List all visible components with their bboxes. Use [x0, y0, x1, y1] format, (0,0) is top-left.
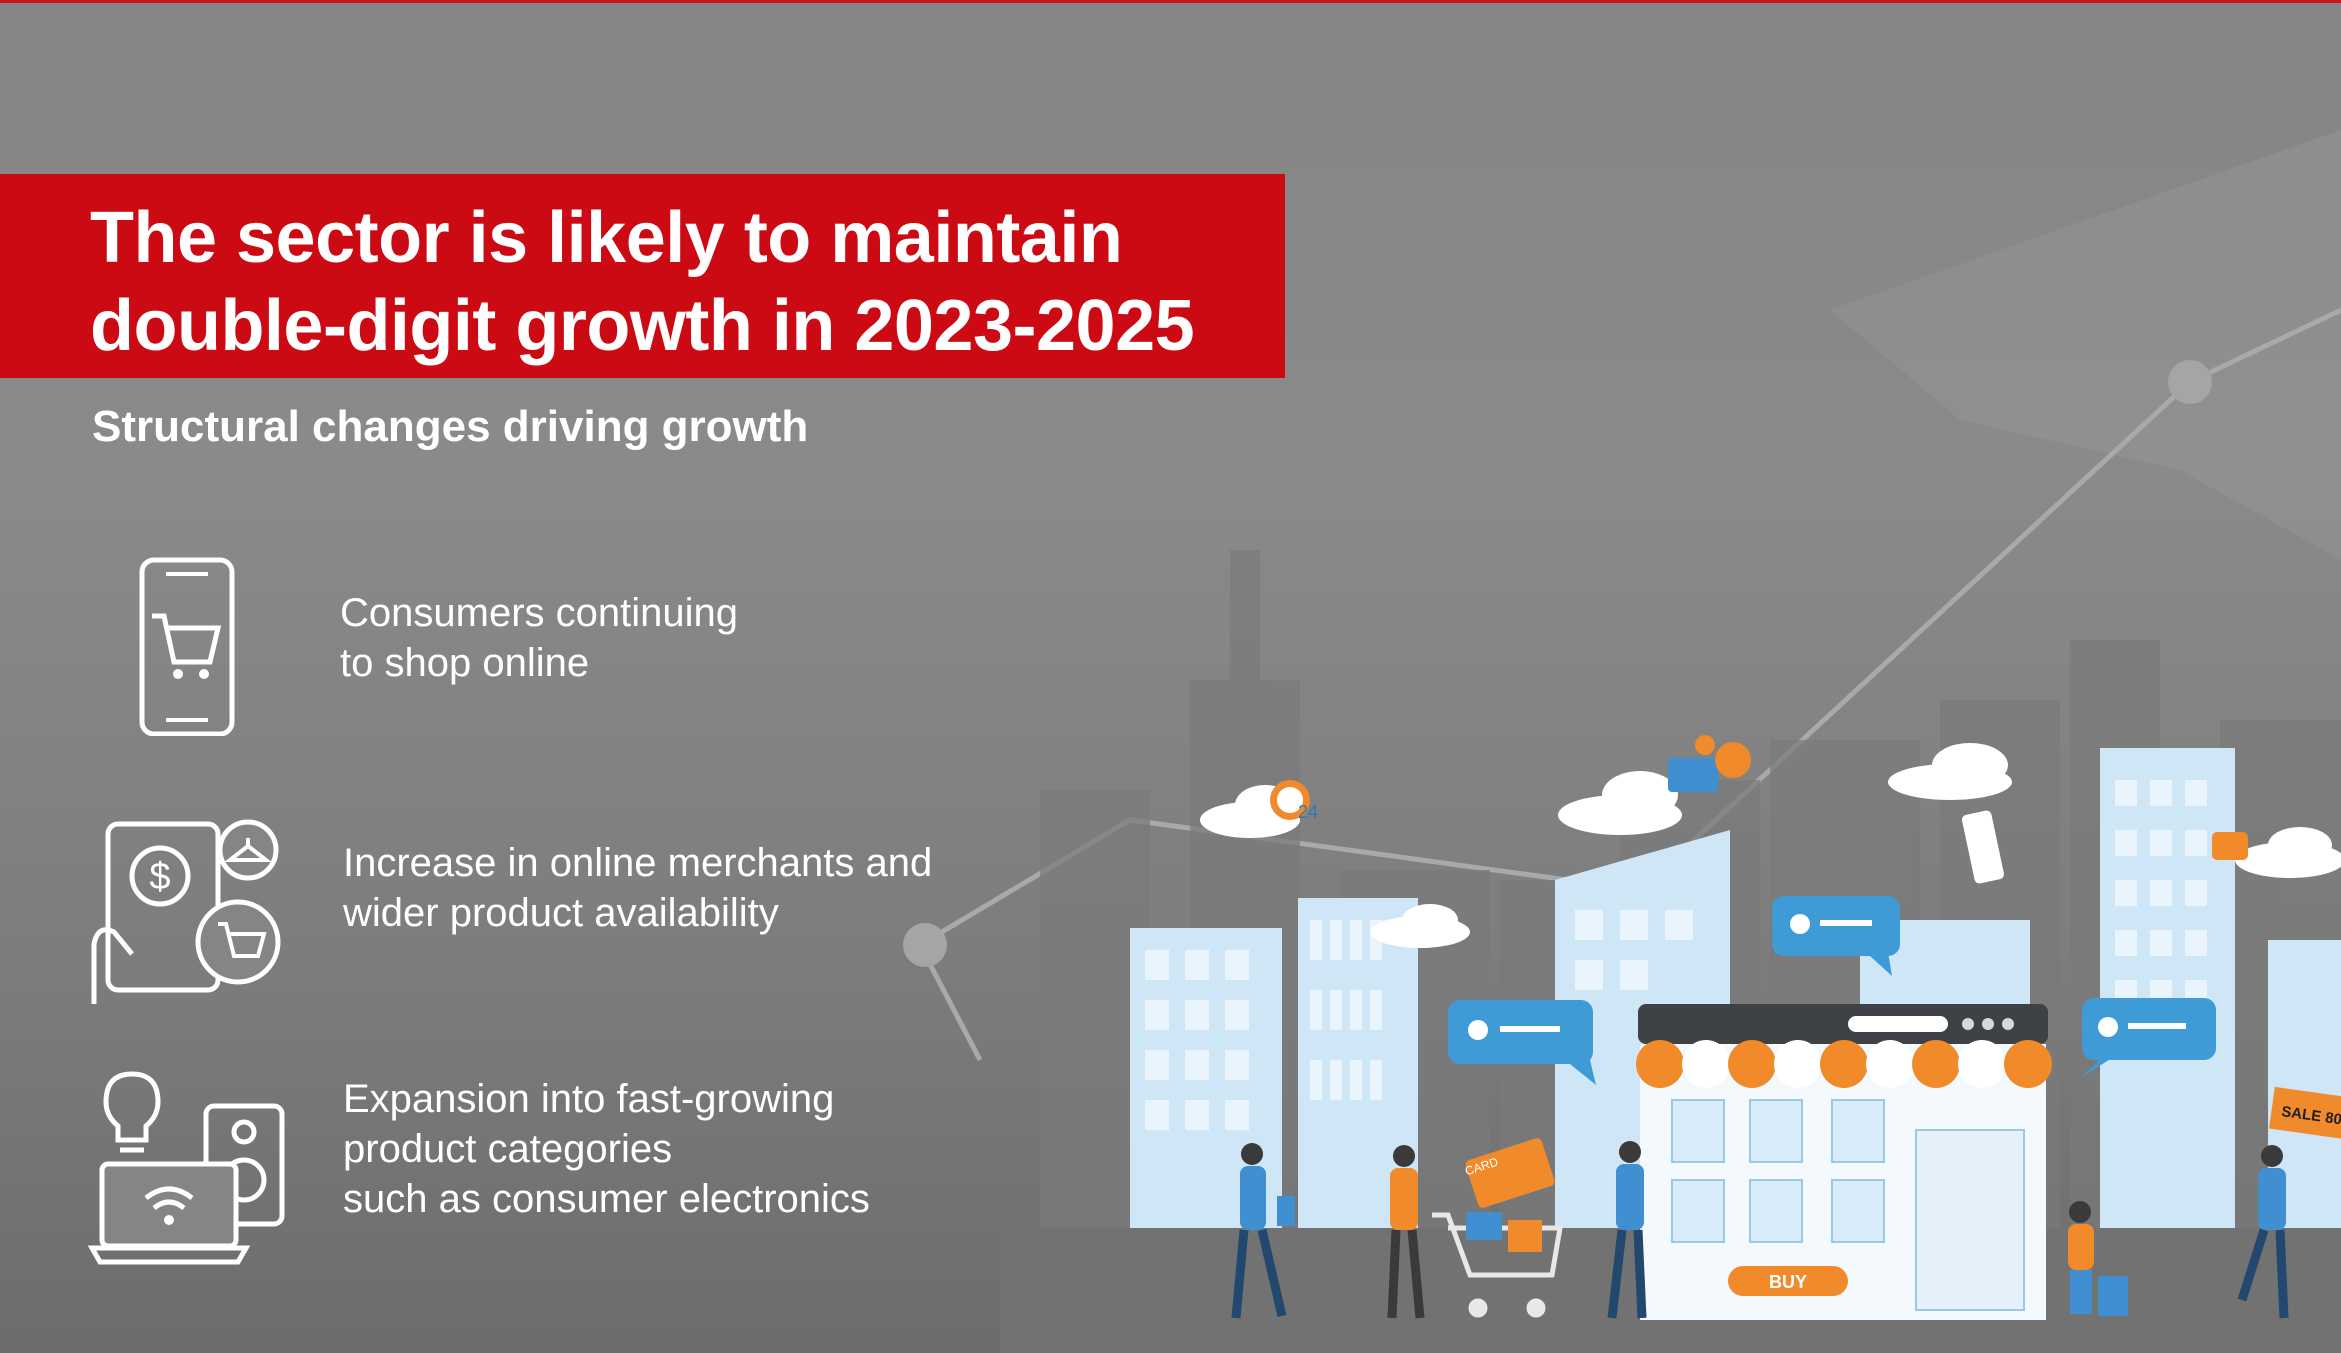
buy-button: [1728, 1266, 1848, 1296]
online-shop-storefront: BUY: [1636, 1004, 2052, 1320]
smartphone-cart-icon: [139, 557, 235, 736]
card-prop: [1465, 1138, 1555, 1208]
title-line-1: The sector is likely to maintain: [90, 198, 1123, 278]
shop-awning: [1636, 1040, 2052, 1088]
shopper-figures: [1231, 1141, 2289, 1319]
building-windows: [1145, 780, 2207, 1130]
growth-point: [2168, 360, 2212, 404]
item-text-expansion: Expansion into fast-growing product cate…: [343, 1077, 870, 1221]
title-banner: The sector is likely to maintain double-…: [0, 174, 1285, 378]
dollar-coin-icon: [1695, 735, 1715, 755]
tablet-merchant-icon: $: [91, 819, 281, 1004]
svg-text:24: 24: [1298, 802, 1318, 822]
growth-arrow-shape: [1830, 130, 2341, 560]
page-title: The sector is likely to maintain double-…: [90, 194, 1270, 370]
mobile-payment-icon: [1961, 810, 2005, 884]
credit-card-icon: [1668, 758, 1718, 792]
section-subtitle: Structural changes driving growth: [92, 402, 809, 451]
padlock-icon: [2212, 832, 2248, 860]
item-text-consumers: Consumers continuing to shop online: [340, 591, 738, 685]
electronics-icon: [88, 1071, 285, 1265]
item-text-merchants: Increase in online merchants and wider p…: [343, 841, 933, 935]
svg-text:$: $: [149, 856, 170, 898]
product-tiles: [1671, 1099, 1885, 1243]
top-accent-line: [0, 0, 2341, 3]
clouds: [1200, 743, 2341, 948]
growth-point: [903, 923, 947, 967]
svg-text:BUY: BUY: [1769, 1272, 1807, 1292]
title-line-2: double-digit growth in 2023-2025: [90, 286, 1195, 366]
sale-sign: SALE 80%: [2269, 1086, 2341, 1140]
chat-bubbles: [1448, 896, 2216, 1085]
dollar-coin-icon: [1715, 742, 1751, 778]
